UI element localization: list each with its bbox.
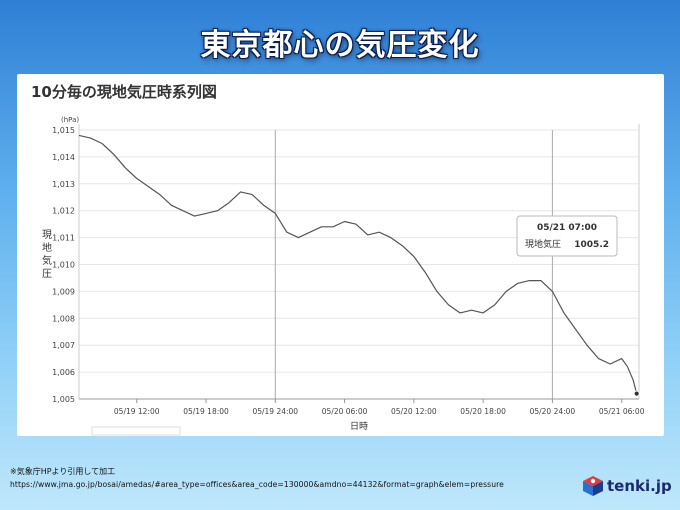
y-tick-label: 1,012 bbox=[52, 207, 75, 216]
y-axis-label-char: 地 bbox=[42, 241, 52, 254]
y-tick-label: 1,013 bbox=[52, 180, 75, 189]
x-tick-label: 05/20 24:00 bbox=[530, 407, 576, 416]
x-tick-label: 05/19 24:00 bbox=[252, 407, 298, 416]
y-tick-label: 1,011 bbox=[52, 234, 75, 243]
x-tick-label: 05/19 12:00 bbox=[114, 407, 160, 416]
y-axis-label-char: 圧 bbox=[42, 269, 52, 280]
y-tick-label: 1,014 bbox=[52, 153, 75, 162]
tooltip-value: 1005.2 bbox=[574, 240, 609, 250]
source-note: ※気象庁HPより引用して加工 bbox=[10, 467, 116, 476]
y-axis-label-char: 現 bbox=[42, 229, 52, 241]
tooltip-time: 05/21 07:00 bbox=[537, 223, 597, 233]
y-tick-label: 1,007 bbox=[52, 341, 75, 350]
headline-text: 東京都心の気圧変化 bbox=[200, 28, 480, 63]
y-axis-label-char: 気 bbox=[42, 254, 52, 267]
y-tick-label: 1,009 bbox=[52, 287, 75, 296]
x-tick-label: 05/20 06:00 bbox=[322, 407, 368, 416]
tenki-logo-icon bbox=[583, 476, 603, 496]
tenki-logo: tenki.jp bbox=[582, 472, 674, 500]
y-tick-label: 1,008 bbox=[52, 314, 75, 323]
last-point-marker bbox=[633, 390, 640, 397]
y-tick-label: 1,015 bbox=[52, 126, 75, 135]
legend-box bbox=[91, 426, 181, 436]
chart-title: 10分毎の現地気圧時系列図 bbox=[31, 83, 217, 101]
series-line bbox=[78, 134, 638, 394]
x-tick-label: 05/20 18:00 bbox=[460, 407, 506, 416]
x-tick-label: 05/20 12:00 bbox=[391, 407, 437, 416]
y-tick-label: 1,005 bbox=[52, 395, 75, 404]
headline-banner: 東京都心の気圧変化 bbox=[0, 18, 680, 66]
tenki-logo-text: tenki.jp bbox=[607, 477, 672, 495]
chart-card: 10分毎の現地気圧時系列図 1,005 1,006 1,007 1,008 1,009 1… bbox=[17, 74, 664, 436]
tooltip-box bbox=[516, 215, 618, 257]
source-url[interactable]: https://www.jma.go.jp/bosai/amedas/#area… bbox=[10, 480, 504, 489]
y-unit-label: (hPa) bbox=[61, 116, 79, 124]
x-axis-label: 日時 bbox=[350, 421, 368, 432]
y-tick-label: 1,010 bbox=[52, 261, 75, 270]
y-tick-label: 1,006 bbox=[52, 368, 75, 377]
tooltip-label: 現地気圧 bbox=[525, 238, 561, 250]
pressure-chart: 1,005 1,006 1,007 1,008 1,009 1,010 1,011 1,012… bbox=[42, 116, 645, 436]
x-tick-label: 05/21 06:00 bbox=[599, 407, 645, 416]
x-tick-label: 05/19 18:00 bbox=[183, 407, 229, 416]
